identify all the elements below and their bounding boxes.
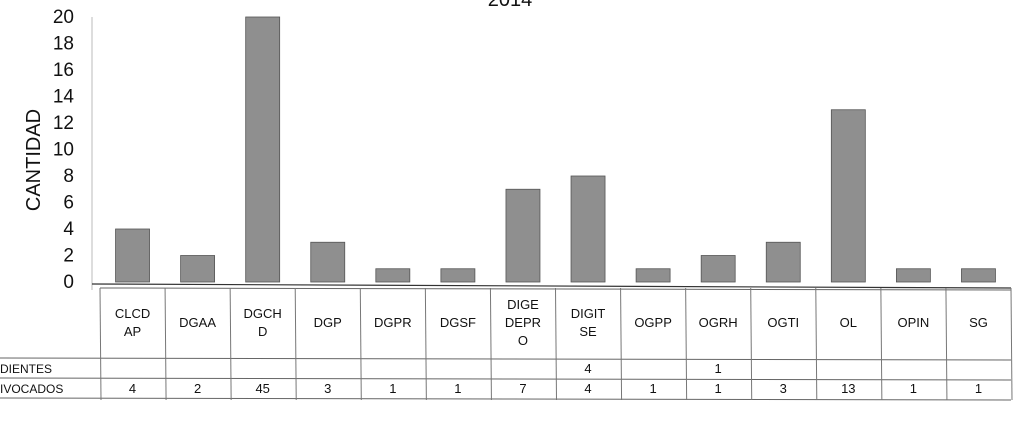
table-cell-value: 3 [780,381,787,396]
bar [180,255,216,283]
table-cell-value: 4 [129,381,136,396]
bar [245,16,281,283]
y-axis-label: CANTIDAD [23,109,45,211]
table-cell-value: 1 [715,361,722,376]
table-vline [489,287,492,401]
category-label: OGRH [699,315,738,330]
y-tick-label: 14 [53,87,75,108]
category-label: DEPR [505,315,541,330]
y-tick-label: 10 [53,140,74,161]
table-vline [620,287,623,401]
bar [961,268,996,283]
category-label: CLCD [115,306,150,321]
bar [765,241,801,283]
category-label: OL [840,315,857,330]
table-vline [164,287,167,401]
table-cell-value: 4 [584,381,591,396]
category-label: DGSF [440,315,476,330]
table-cell-value: 7 [519,381,526,396]
table-vline [880,287,883,401]
table-vline [229,287,232,401]
table-vline [945,287,948,401]
y-tick-label: 2 [63,246,74,267]
table-cell-value: 45 [255,381,269,396]
category-label: DGP [314,315,342,330]
bar [505,188,541,283]
y-tick-label: 4 [63,219,74,240]
category-label: D [258,324,267,339]
table-cell-value: 1 [389,381,396,396]
y-tick-label: 18 [53,34,74,55]
bar [895,268,931,283]
category-label: OPIN [897,315,929,330]
table-row-label: DIENTES [0,362,52,376]
table-vline [424,287,427,401]
category-label: SE [579,324,597,339]
bar [700,255,736,283]
bar [310,241,346,283]
y-tick-label: 8 [63,166,74,187]
table-cell-value: 1 [649,381,656,396]
category-label: OGTI [767,315,799,330]
table-hline [0,377,1012,381]
table-vline [750,287,753,401]
y-tick-label: 6 [63,193,74,214]
y-tick-label: 0 [63,272,74,293]
y-tick-label: 16 [53,60,74,81]
bar [440,268,476,283]
table-hline [0,357,1012,361]
y-tick-label: 12 [53,113,74,134]
table-vline [359,287,362,401]
table-vline [555,287,557,401]
category-label: OGPP [634,315,672,330]
bar [375,268,411,283]
bar [115,228,150,283]
table-cell-value: 1 [715,381,722,396]
table-vline [99,287,102,401]
category-label: O [518,333,528,348]
table-hline [0,397,1012,401]
bar [570,175,606,283]
category-label: DGAA [179,315,216,330]
category-label: AP [124,324,141,339]
category-label: DIGIT [571,306,606,321]
category-label: SG [969,315,988,330]
table-cell-value: 3 [324,381,331,396]
table-vline [294,287,297,401]
y-tick-label: 20 [53,7,74,28]
table-vline [815,287,818,401]
bar [635,268,671,283]
table-cell-value: 1 [975,381,982,396]
category-label: DIGE [507,297,539,312]
table-cell-value: 1 [454,381,461,396]
table-row-label: IVOCADOS [0,382,63,396]
table-cell-value: 2 [194,381,201,396]
table-vline [685,287,688,401]
table-cell-value: 4 [584,361,591,376]
table-cell-value: 13 [841,381,855,396]
table-vline [1010,287,1013,401]
chart-title: 2014 [488,0,533,11]
category-label: DGPR [374,315,412,330]
bar [830,109,866,283]
x-axis-line [91,283,1012,289]
category-label: DGCH [244,306,282,321]
table-cell-value: 1 [910,381,917,396]
